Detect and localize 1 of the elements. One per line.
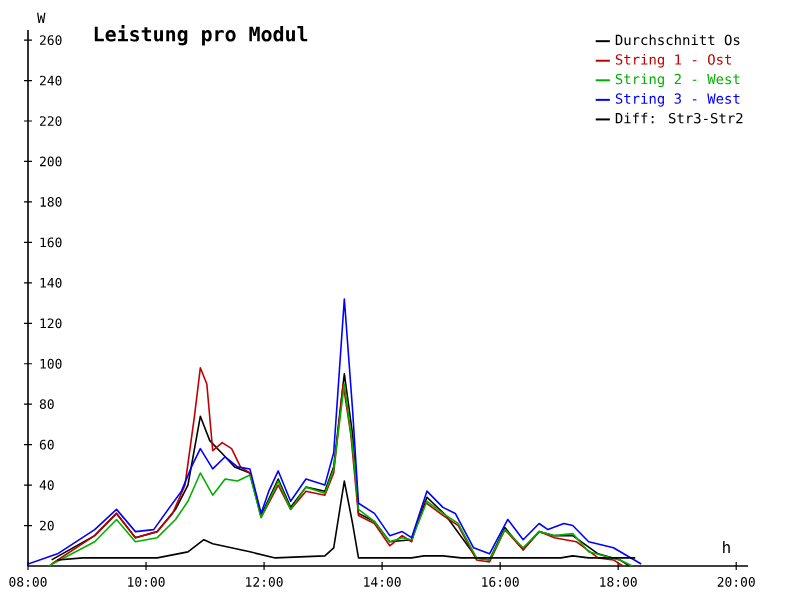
chart-title: Leistung pro Modul [94, 25, 308, 46]
